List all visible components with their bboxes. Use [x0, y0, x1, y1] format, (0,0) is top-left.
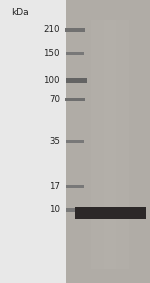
Bar	[104, 20, 108, 269]
Text: 70: 70	[49, 95, 60, 104]
Bar	[121, 20, 125, 269]
Bar	[65, 98, 85, 101]
Text: 10: 10	[49, 205, 60, 215]
Bar	[116, 20, 121, 269]
Bar	[125, 20, 129, 269]
Bar	[112, 20, 116, 269]
Bar	[83, 20, 87, 269]
Bar	[66, 185, 84, 188]
Text: 150: 150	[44, 49, 60, 58]
Bar	[108, 20, 112, 269]
Text: kDa: kDa	[11, 8, 28, 17]
Bar	[133, 20, 137, 269]
Text: 100: 100	[44, 76, 60, 85]
Bar	[91, 20, 95, 269]
Bar	[74, 20, 79, 269]
Text: 210: 210	[44, 25, 60, 34]
Bar	[70, 20, 74, 269]
Bar	[79, 20, 83, 269]
Bar	[65, 28, 85, 32]
Text: 17: 17	[49, 182, 60, 191]
Bar	[142, 20, 146, 269]
Bar	[95, 20, 100, 269]
Text: 35: 35	[49, 137, 60, 146]
Bar	[66, 78, 87, 83]
Bar	[87, 20, 91, 269]
Bar	[146, 20, 150, 269]
Bar	[137, 20, 142, 269]
Bar	[75, 207, 146, 219]
Bar	[66, 208, 84, 212]
Bar	[66, 52, 84, 55]
Bar	[100, 20, 104, 269]
Bar	[66, 20, 70, 269]
Bar	[66, 0, 150, 283]
Bar	[66, 140, 84, 143]
Bar	[129, 20, 133, 269]
